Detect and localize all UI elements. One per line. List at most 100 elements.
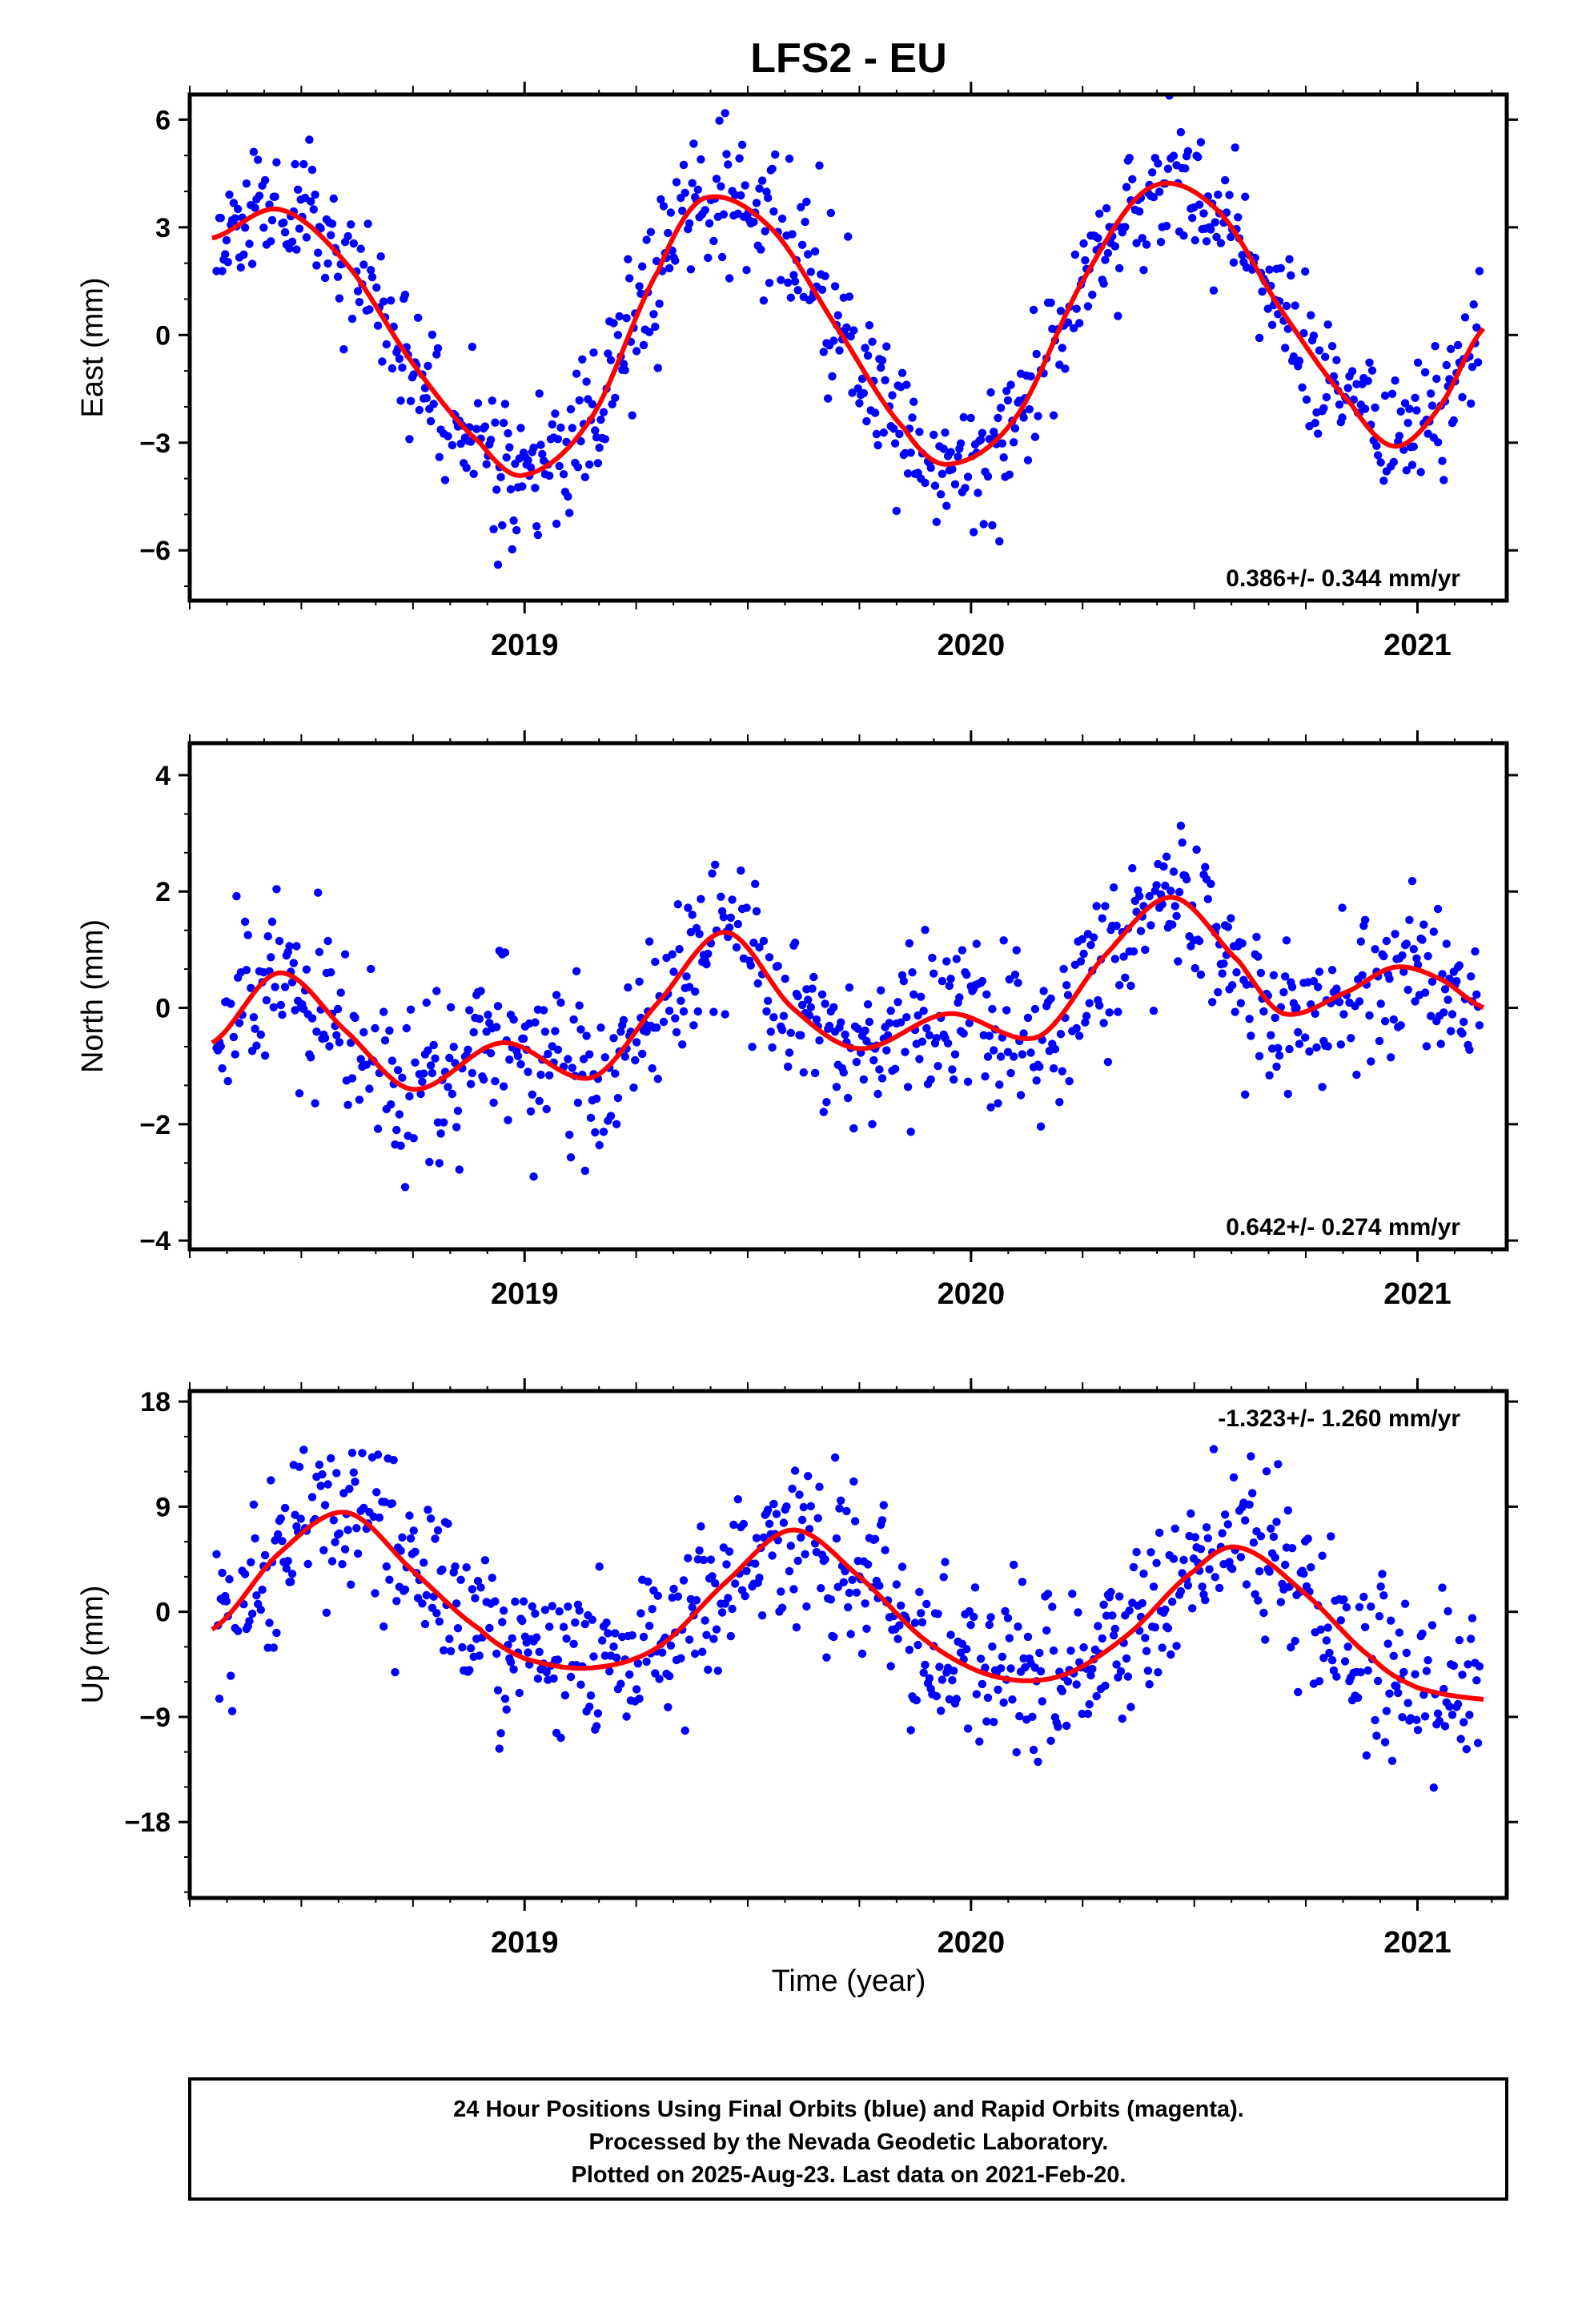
north-data-point: [1207, 879, 1215, 889]
north-data-point: [1162, 852, 1171, 861]
east-data-point: [245, 239, 254, 248]
up-data-point: [295, 1462, 304, 1472]
up-data-point: [575, 1606, 584, 1615]
up-data-point: [1453, 1699, 1463, 1709]
north-data-point: [1109, 883, 1118, 892]
north-data-point: [1192, 845, 1201, 854]
up-data-point: [990, 1718, 998, 1727]
east-data-point: [504, 428, 512, 438]
up-data-point: [411, 1547, 420, 1557]
up-data-point: [1014, 1622, 1022, 1631]
east-data-point: [1379, 476, 1388, 485]
east-data-point: [529, 443, 538, 452]
up-data-point: [832, 1534, 841, 1543]
north-data-point: [416, 1089, 425, 1099]
up-data-point: [1411, 1670, 1419, 1679]
east-data-point: [292, 245, 301, 254]
north-data-point: [995, 1080, 1004, 1089]
east-data-point: [234, 204, 243, 214]
north-data-point: [677, 996, 685, 1006]
east-data-point: [1103, 248, 1113, 258]
up-data-point: [861, 1599, 869, 1608]
up-data-point: [612, 1653, 621, 1663]
up-data-point: [1112, 1660, 1121, 1669]
north-data-point: [1195, 936, 1204, 946]
north-data-point: [978, 976, 987, 986]
north-data-point: [320, 1034, 330, 1043]
up-data-point: [1380, 1738, 1390, 1747]
up-y-tick-label: 0: [155, 1598, 171, 1628]
up-data-point: [806, 1502, 815, 1511]
north-data-point: [275, 936, 284, 946]
north-data-point: [642, 1027, 651, 1036]
north-data-point: [821, 999, 829, 1008]
up-data-point: [385, 1575, 394, 1584]
north-data-point: [1282, 936, 1291, 945]
east-data-point: [314, 248, 323, 257]
east-data-point: [379, 297, 388, 306]
up-data-point: [585, 1703, 594, 1711]
up-data-point: [1374, 1676, 1383, 1686]
north-data-point: [928, 953, 937, 963]
east-x-tick-label: 2020: [938, 629, 1006, 662]
north-data-point: [1063, 991, 1073, 999]
north-data-point: [817, 990, 827, 999]
east-data-point: [1475, 267, 1484, 275]
up-data-point: [1079, 1642, 1088, 1652]
east-data-point: [1391, 376, 1399, 385]
east-data-point: [1291, 301, 1299, 310]
north-data-point: [1141, 945, 1150, 955]
east-data-point: [717, 182, 725, 191]
up-data-point: [1291, 1636, 1299, 1646]
north-data-point: [1438, 970, 1447, 979]
up-data-point: [1367, 1602, 1375, 1611]
north-data-point: [768, 1043, 777, 1052]
up-data-point: [1139, 1569, 1148, 1578]
north-data-point: [479, 1075, 488, 1084]
north-data-point: [908, 968, 917, 977]
up-data-point: [779, 1518, 789, 1527]
up-data-point: [881, 1546, 889, 1554]
north-data-point: [805, 1011, 814, 1020]
up-data-point: [1241, 1516, 1250, 1525]
north-data-point: [395, 1110, 404, 1119]
east-data-point: [1255, 333, 1264, 343]
north-data-point: [1460, 1017, 1468, 1027]
east-data-point: [365, 305, 374, 314]
north-data-point: [400, 1183, 410, 1192]
up-data-point: [319, 1546, 328, 1555]
north-data-point: [1467, 972, 1476, 981]
up-data-point: [1145, 1680, 1154, 1689]
east-data-point: [956, 439, 966, 448]
north-data-point: [1323, 1042, 1332, 1051]
up-data-point: [988, 1642, 997, 1651]
north-data-point: [446, 1003, 456, 1012]
up-data-point: [1221, 1510, 1230, 1519]
up-data-point: [456, 1575, 465, 1585]
up-data-point: [915, 1587, 924, 1597]
north-data-point: [1018, 1050, 1027, 1059]
north-data-point: [251, 1024, 259, 1033]
east-data-point: [267, 237, 275, 246]
north-data-point: [659, 1017, 669, 1027]
north-data-point: [271, 983, 279, 991]
north-data-point: [1419, 920, 1428, 929]
east-data-point: [444, 432, 452, 440]
north-data-point: [849, 1124, 858, 1133]
east-data-point: [888, 391, 897, 400]
north-data-point: [455, 1165, 464, 1174]
up-data-point: [724, 1594, 733, 1602]
north-data-point: [990, 1046, 998, 1055]
up-data-point: [849, 1477, 858, 1486]
north-data-point: [959, 1029, 968, 1038]
east-data-point: [741, 181, 749, 190]
east-data-point: [821, 271, 829, 280]
east-data-point: [609, 319, 618, 328]
up-data-point: [1315, 1677, 1324, 1686]
north-data-point: [852, 1057, 861, 1067]
up-data-point: [922, 1599, 931, 1609]
north-data-point: [1447, 1010, 1457, 1019]
up-data-point: [962, 1645, 971, 1654]
north-data-point: [938, 976, 947, 986]
north-data-point: [899, 976, 909, 986]
